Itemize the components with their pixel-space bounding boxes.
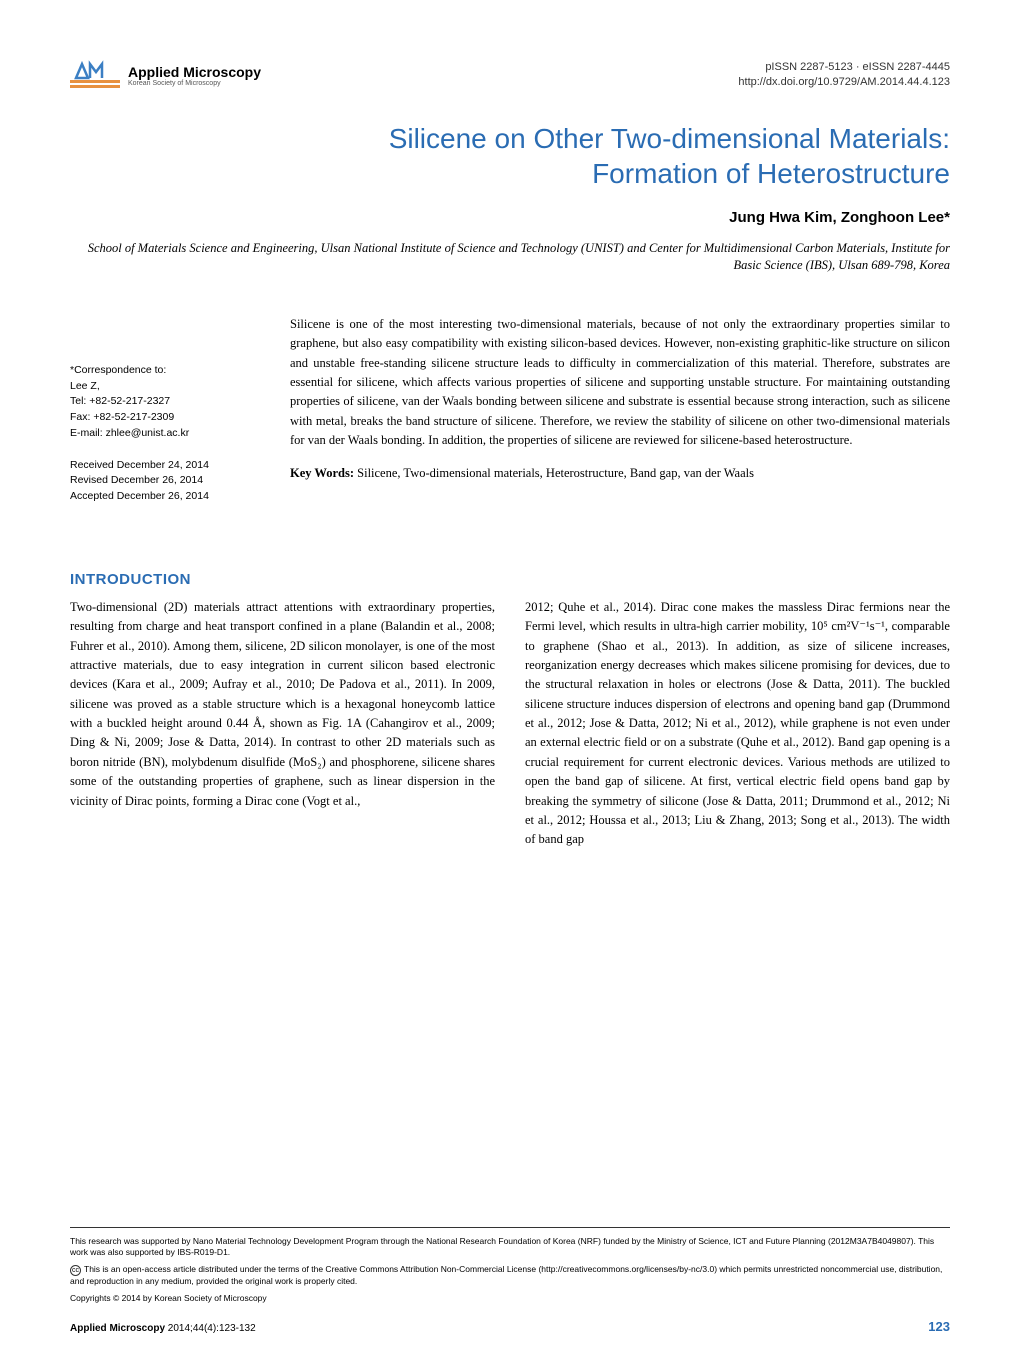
logo-section: Applied Microscopy Korean Society of Mic… bbox=[70, 60, 261, 90]
affiliation: School of Materials Science and Engineer… bbox=[70, 240, 950, 275]
column-left: Two-dimensional (2D) materials attract a… bbox=[70, 598, 495, 850]
correspondence-name: Lee Z, bbox=[70, 379, 260, 395]
dates-block: Received December 24, 2014 Revised Decem… bbox=[70, 458, 260, 505]
revised-date: Revised December 26, 2014 bbox=[70, 473, 260, 489]
footer-info: 2014;44(4):123-132 bbox=[165, 1323, 256, 1334]
keywords: Key Words: Silicene, Two-dimensional mat… bbox=[290, 464, 950, 483]
sidebar: *Correspondence to: Lee Z, Tel: +82-52-2… bbox=[70, 315, 260, 521]
keywords-text: Silicene, Two-dimensional materials, Het… bbox=[354, 466, 754, 480]
correspondence-label: *Correspondence to: bbox=[70, 363, 260, 379]
page-number: 123 bbox=[928, 1319, 950, 1334]
license-note: ccThis is an open-access article distrib… bbox=[70, 1264, 950, 1287]
footer-journal: Applied Microscopy bbox=[70, 1323, 165, 1334]
received-date: Received December 24, 2014 bbox=[70, 458, 260, 474]
title-line-2: Formation of Heterostructure bbox=[592, 158, 950, 189]
abstract-text: Silicene is one of the most interesting … bbox=[290, 315, 950, 451]
authors: Jung Hwa Kim, Zonghoon Lee* bbox=[70, 209, 950, 226]
journal-name: Applied Microscopy bbox=[128, 64, 261, 80]
funding-note: This research was supported by Nano Mate… bbox=[70, 1236, 950, 1258]
journal-title-block: Applied Microscopy Korean Society of Mic… bbox=[128, 64, 261, 87]
abstract-body: Silicene is one of the most interesting … bbox=[290, 315, 950, 521]
correspondence-email: E-mail: zhlee@unist.ac.kr bbox=[70, 426, 260, 442]
footer-citation: Applied Microscopy 2014;44(4):123-132 bbox=[70, 1323, 256, 1334]
header-right: pISSN 2287-5123 · eISSN 2287-4445 http:/… bbox=[738, 60, 950, 91]
introduction-heading: INTRODUCTION bbox=[70, 571, 950, 588]
copyright-note: Copyrights © 2014 by Korean Society of M… bbox=[70, 1293, 950, 1304]
cc-icon: cc bbox=[70, 1265, 81, 1276]
article-title-section: Silicene on Other Two-dimensional Materi… bbox=[70, 121, 950, 191]
license-text: This is an open-access article distribut… bbox=[70, 1264, 942, 1286]
abstract-section: *Correspondence to: Lee Z, Tel: +82-52-2… bbox=[70, 315, 950, 521]
body-columns: Two-dimensional (2D) materials attract a… bbox=[70, 598, 950, 850]
correspondence-block: *Correspondence to: Lee Z, Tel: +82-52-2… bbox=[70, 363, 260, 442]
title-line-1: Silicene on Other Two-dimensional Materi… bbox=[389, 123, 950, 154]
correspondence-tel: Tel: +82-52-217-2327 bbox=[70, 394, 260, 410]
keywords-label: Key Words: bbox=[290, 466, 354, 480]
accepted-date: Accepted December 26, 2014 bbox=[70, 489, 260, 505]
article-title: Silicene on Other Two-dimensional Materi… bbox=[70, 121, 950, 191]
page-footer: Applied Microscopy 2014;44(4):123-132 12… bbox=[70, 1319, 950, 1334]
journal-logo-icon bbox=[70, 60, 120, 90]
doi-line: http://dx.doi.org/10.9729/AM.2014.44.4.1… bbox=[738, 75, 950, 90]
column-right: 2012; Quhe et al., 2014). Dirac cone mak… bbox=[525, 598, 950, 850]
correspondence-fax: Fax: +82-52-217-2309 bbox=[70, 410, 260, 426]
journal-subtitle: Korean Society of Microscopy bbox=[128, 80, 261, 87]
footnotes: This research was supported by Nano Mate… bbox=[70, 1227, 950, 1310]
issn-line: pISSN 2287-5123 · eISSN 2287-4445 bbox=[738, 60, 950, 75]
page-header: Applied Microscopy Korean Society of Mic… bbox=[70, 60, 950, 91]
